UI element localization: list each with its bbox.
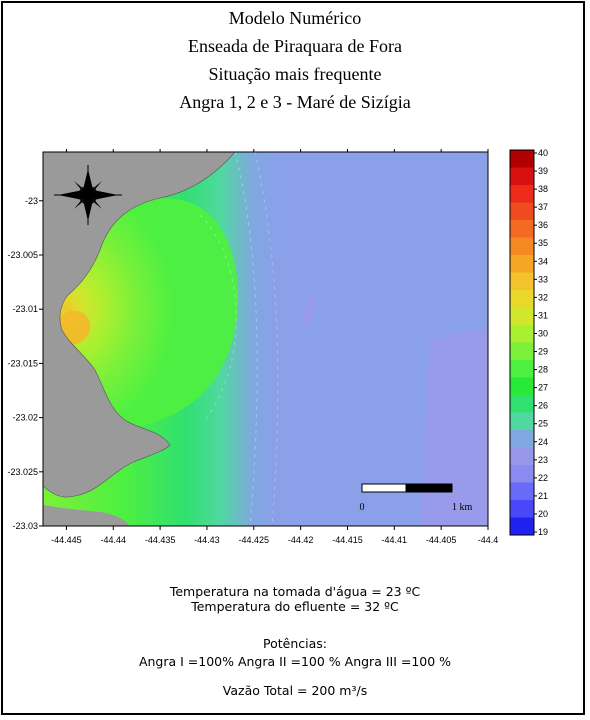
- isotherm-5: [300, 293, 317, 325]
- scale-bar-start-label: 0: [360, 502, 365, 513]
- x-tick-label: -44.445: [51, 535, 82, 545]
- colorbar-swatch: [510, 342, 534, 361]
- temperature-colorbar: 40 39 38 37 36 35 34 33 32 31 30 29 28 27 26 25 24 23 22 21…: [509, 148, 548, 537]
- colorbar-swatch: [510, 377, 534, 396]
- colorbar-swatch: [510, 167, 534, 186]
- colorbar-swatch: [510, 185, 534, 203]
- y-tick-label: -23: [25, 196, 38, 206]
- land: [43, 152, 236, 498]
- colorbar-tick-label: 37: [538, 202, 548, 212]
- isotherm-3: [199, 214, 237, 421]
- y-tick-label: -23.015: [7, 358, 38, 368]
- title-line-4: Angra 1, 2 e 3 - Maré de Sizígia: [179, 92, 411, 112]
- colorbar-swatch: [510, 430, 534, 448]
- x-tick-label: -44.415: [332, 535, 363, 545]
- colorbar-swatch: [510, 290, 534, 308]
- x-tick-label: -44.44: [100, 535, 126, 545]
- x-tick-label: -44.42: [288, 535, 314, 545]
- colorbar-tick-label: 38: [538, 184, 548, 194]
- colorbar-tick-label: 22: [538, 473, 548, 483]
- title-line-3: Situação mais frequente: [208, 64, 382, 84]
- plant-powers: Angra I =100% Angra II =100 % Angra III …: [138, 654, 452, 669]
- total-flow: Vazão Total = 200 m³/s: [222, 683, 368, 698]
- colorbar-swatch: [510, 220, 534, 238]
- y-tick-label: -23.03: [12, 521, 38, 531]
- colorbar-tick-label: 28: [538, 365, 548, 375]
- colorbar-tick-label: 25: [538, 419, 548, 429]
- scale-bar-end-label: 1 km: [452, 502, 473, 513]
- y-tick-label: -23.025: [7, 467, 38, 477]
- colorbar-tick-label: 36: [538, 220, 548, 230]
- y-axis: -23 -23.005 -23.01 -23.015 -23.02 -23.025 -23.…: [7, 196, 43, 531]
- colorbar-tick-label: 31: [538, 310, 548, 320]
- colorbar-border: [509, 149, 535, 536]
- x-tick-label: -44.43: [194, 535, 220, 545]
- colorbar-tick-label: 34: [538, 256, 548, 266]
- x-tick-label: -44.425: [239, 535, 270, 545]
- y-tick-label: -23.02: [12, 413, 38, 423]
- colorbar-tick-label: 24: [538, 437, 548, 447]
- colorbar-tick-label: 39: [538, 166, 548, 176]
- x-tick-label: -44.435: [145, 535, 176, 545]
- colorbar-tick-label: 27: [538, 383, 548, 393]
- land-south: [43, 505, 130, 526]
- isotherm-4: [420, 330, 488, 526]
- colorbar-swatch: [510, 447, 534, 466]
- colorbar-tick-label: 19: [538, 527, 548, 537]
- colorbar-tick-label: 23: [538, 455, 548, 465]
- colorbar-swatch: [510, 465, 534, 483]
- x-tick-label: -44.4: [478, 535, 499, 545]
- effluent-temperature: Temperatura do efluente = 32 ºC: [191, 599, 399, 614]
- colorbar-swatch: [510, 412, 534, 431]
- y-tick-label: -23.005: [7, 250, 38, 260]
- colorbar-swatch: [510, 150, 534, 168]
- colorbar-swatch: [510, 395, 534, 413]
- colorbar-swatch: [510, 482, 534, 501]
- isotherm-1: [234, 152, 258, 526]
- colorbar-tick-label: 20: [538, 509, 548, 519]
- x-tick-label: -44.405: [426, 535, 457, 545]
- colorbar-swatch: [510, 500, 534, 518]
- colorbar-tick-label: 30: [538, 328, 548, 338]
- colorbar-swatch: [510, 255, 534, 273]
- powers-title: Potências:: [263, 636, 327, 651]
- colorbar-swatch: [510, 307, 534, 326]
- colorbar-tick-label: 21: [538, 491, 548, 501]
- intake-temperature: Temperatura na tomada d'água = 23 ºC: [169, 584, 421, 599]
- scale-bar-black-segment: [405, 483, 453, 493]
- colorbar-swatch: [510, 517, 534, 536]
- colorbar-swatch: [510, 202, 534, 221]
- colorbar-tick-label: 40: [538, 148, 548, 158]
- colorbar-tick-label: 26: [538, 401, 548, 411]
- scale-bar: 0 1 km: [360, 483, 473, 513]
- north-arrow-icon: [54, 165, 122, 225]
- x-axis: -44.445 -44.44 -44.435 -44.43 -44.425 -44.42 -…: [51, 149, 498, 545]
- x-tick-label: -44.41: [382, 535, 408, 545]
- colorbar-swatch: [510, 272, 534, 291]
- colorbar-tick-label: 29: [538, 347, 548, 357]
- colorbar-swatch: [510, 325, 534, 343]
- colorbar-tick-label: 33: [538, 274, 548, 284]
- scale-bar-white-segment: [361, 483, 407, 493]
- colorbar-swatch: [510, 237, 534, 256]
- title-line-1: Modelo Numérico: [228, 8, 362, 28]
- colorbar-swatch: [510, 360, 534, 378]
- colorbar-tick-label: 35: [538, 238, 548, 248]
- colorbar-tick-label: 32: [538, 292, 548, 302]
- y-tick-label: -23.01: [12, 304, 38, 314]
- map-plot-border: [42, 151, 489, 527]
- title-line-2: Enseada de Piraquara de Fora: [188, 36, 402, 56]
